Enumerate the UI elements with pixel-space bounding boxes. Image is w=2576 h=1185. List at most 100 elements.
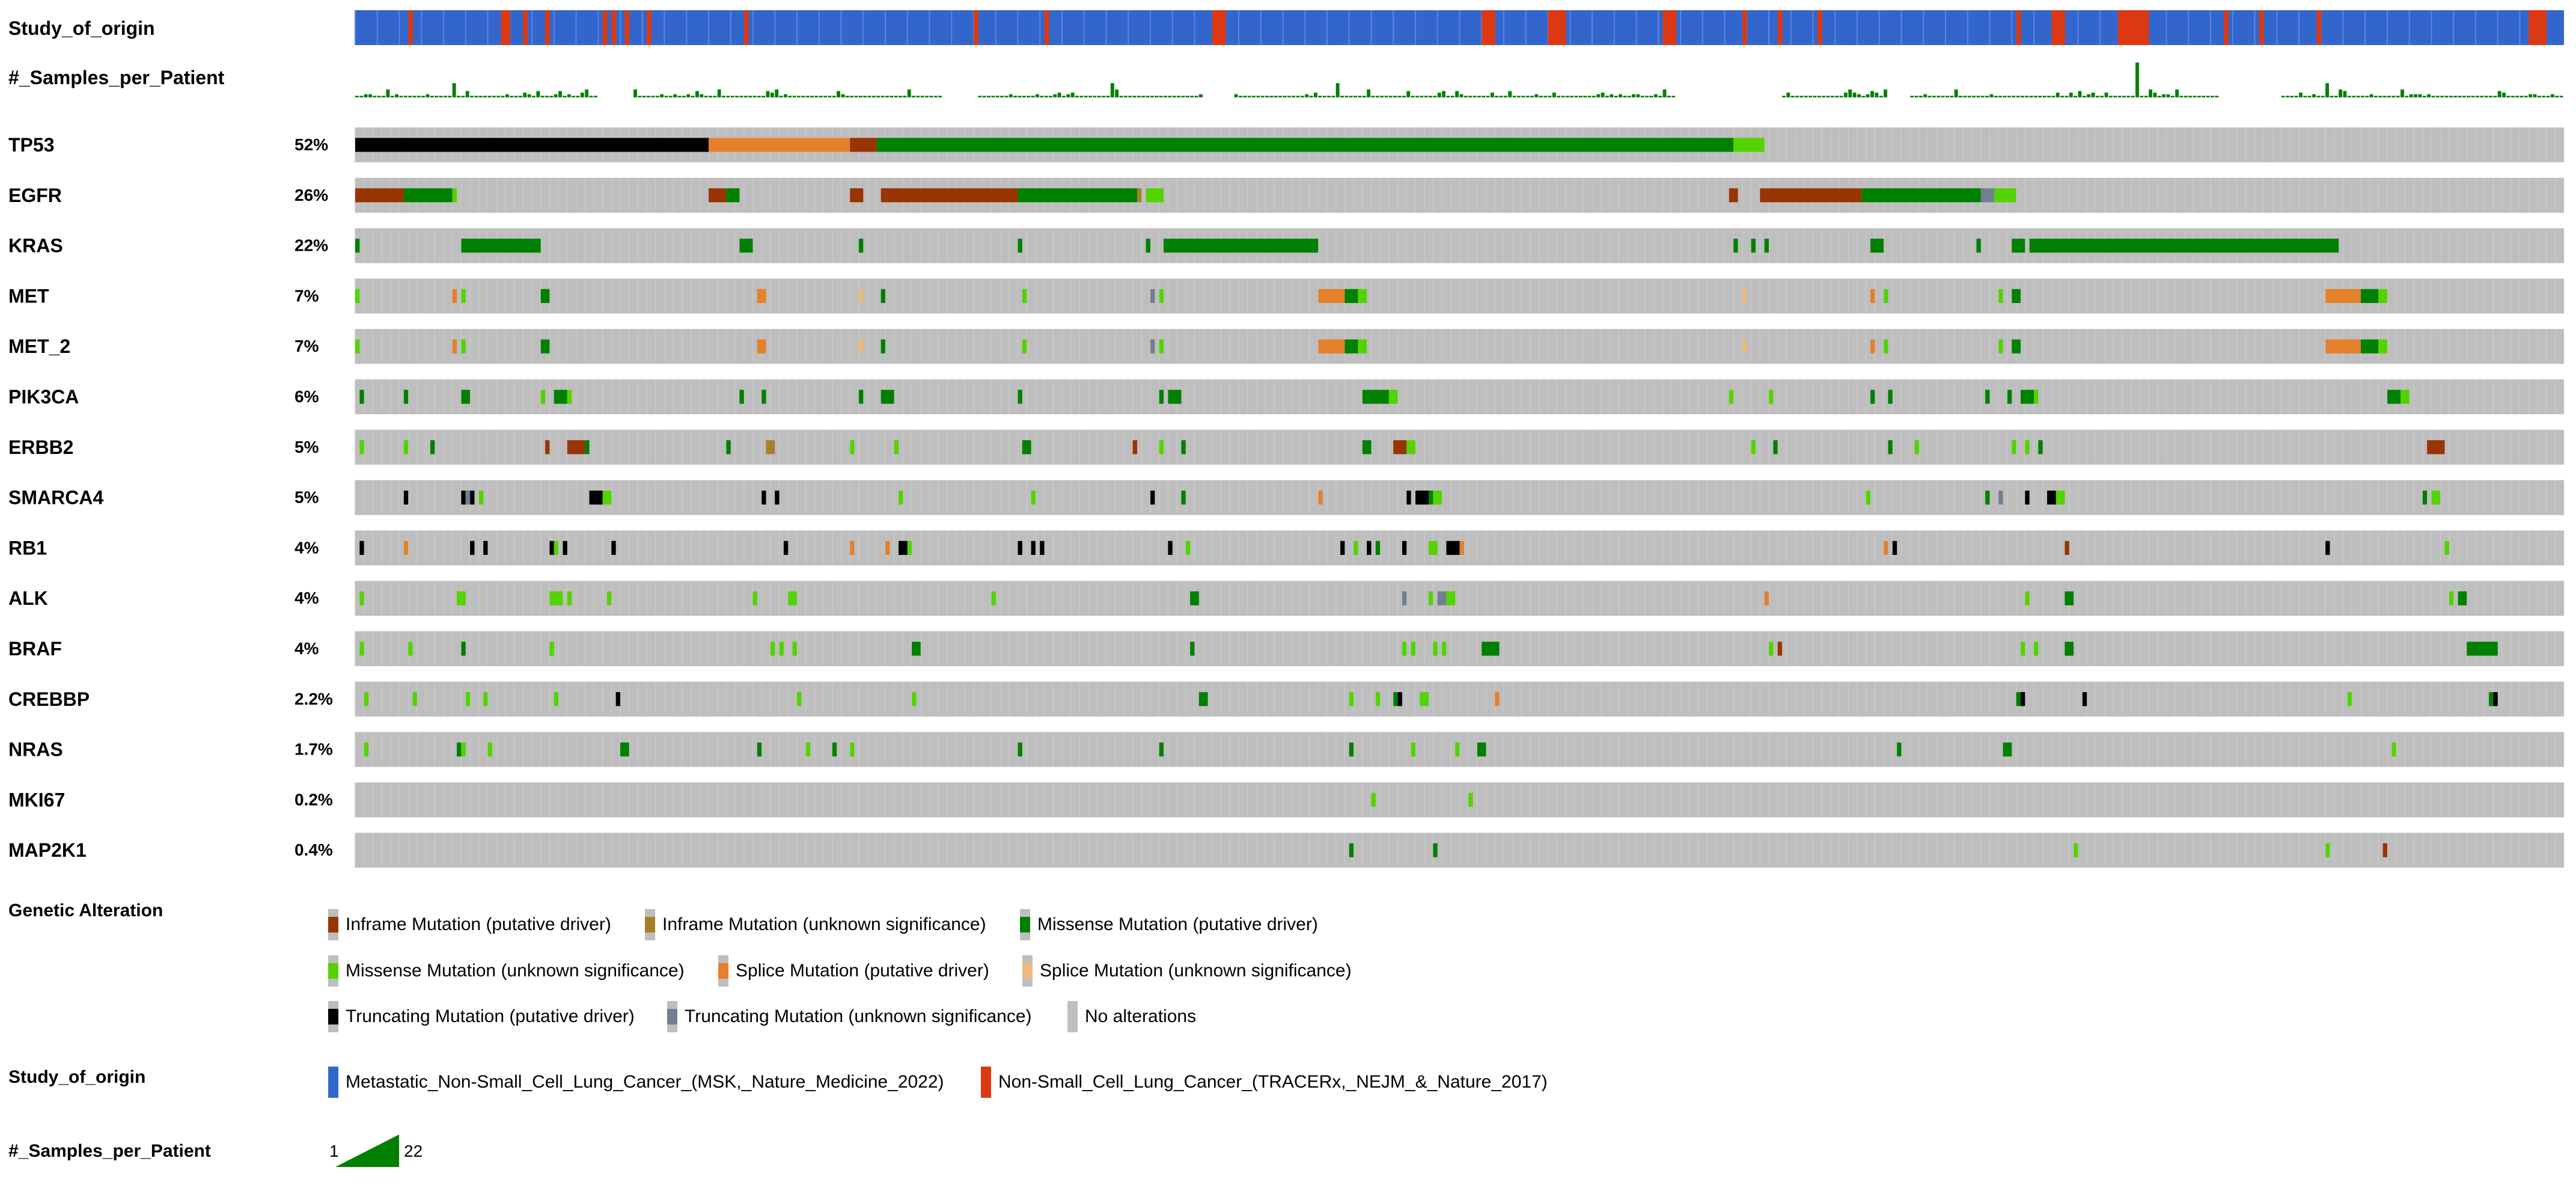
mutation-cell-missense-vus [2034, 641, 2039, 656]
gene-percent-crebbp: 2.2% [295, 690, 333, 708]
mutation-cell-missense-driver [2467, 641, 2498, 656]
samples-bar [1132, 96, 1137, 97]
samples-bar [1835, 96, 1839, 97]
samples-bar [704, 96, 708, 97]
samples-bar [2405, 96, 2409, 97]
samples-bar [2179, 96, 2184, 97]
samples-bar [1830, 96, 1834, 97]
samples-bar [876, 96, 881, 97]
mutation-cell-missense-driver [1861, 188, 1981, 203]
mutation-cell-missense-driver [1349, 743, 1354, 757]
samples-bar [1530, 96, 1534, 97]
mutation-cell-missense-driver [1482, 641, 1500, 656]
mutation-cell-missense-driver [2038, 440, 2043, 455]
mutation-cell-missense-vus [1442, 641, 1447, 656]
samples-bar [1035, 94, 1039, 97]
samples-bar [1300, 96, 1304, 97]
samples-bar [2117, 96, 2122, 97]
samples-bar [430, 96, 434, 97]
samples-bar [995, 96, 1000, 97]
samples-bar [1265, 96, 1269, 97]
mutation-cell-missense-vus [1866, 491, 1871, 505]
samples-bar [638, 96, 642, 97]
samples-bar [1340, 96, 1344, 97]
samples-bar [2378, 96, 2382, 97]
samples-bar [2330, 96, 2334, 97]
samples-bar [1521, 96, 1525, 97]
study-cell-tracerx [1212, 10, 1217, 45]
samples-bar [2373, 96, 2378, 97]
mutation-cell-missense-driver [1429, 491, 1433, 505]
mutation-cell-missense-driver [1870, 239, 1884, 253]
gene-label-smarca4: SMARCA4 [8, 487, 103, 509]
samples-bar [647, 96, 650, 97]
samples-bar [757, 96, 761, 97]
study-cell-tracerx [2135, 10, 2140, 45]
samples-bar [1508, 91, 1512, 97]
samples-bar [2215, 96, 2219, 97]
legend-label-truncating-driver: Truncating Mutation (putative driver) [346, 1006, 635, 1026]
samples-bar [373, 96, 377, 97]
mutation-cell-missense-driver [858, 239, 864, 253]
samples-bar [2065, 96, 2069, 97]
samples-bar [1565, 96, 1569, 97]
study-cell-tracerx [743, 10, 749, 45]
samples-bar [828, 96, 832, 97]
mutation-cell-truncating-driver [1150, 491, 1155, 505]
study-cell-tracerx [1671, 10, 1677, 45]
samples-bar [1967, 96, 1971, 97]
samples-bar [2056, 93, 2060, 97]
samples-bar [2471, 96, 2475, 97]
samples-bar [1380, 96, 1384, 97]
mutation-cell-missense-vus [452, 188, 457, 203]
mutation-cell-missense-driver [2016, 692, 2021, 706]
samples-bar [920, 96, 924, 97]
samples-bar [1994, 96, 1998, 97]
samples-bar [1146, 96, 1150, 97]
samples-bar [2303, 96, 2307, 97]
samples-bar [1583, 96, 1587, 97]
mutation-cell-missense-vus [2025, 440, 2030, 455]
mutation-cell-missense-vus [1420, 692, 1429, 706]
mutation-cell-missense-driver [1976, 239, 1981, 253]
samples-bar [673, 94, 677, 97]
mutation-cell-missense-driver [1870, 390, 1875, 404]
mutation-cell-splice-vus [858, 289, 864, 303]
mutation-cell-missense-driver [461, 239, 541, 253]
samples-bar [1574, 96, 1578, 97]
samples-bar [1327, 96, 1331, 97]
samples-bar [695, 91, 699, 97]
legend-label-study-msk: Metastatic_Non-Small_Cell_Lung_Cancer_(M… [346, 1072, 944, 1092]
mutation-cell-missense-vus [359, 591, 364, 605]
study-cell-tracerx [2117, 10, 2123, 45]
mutation-cell-missense-vus [1769, 641, 1774, 656]
samples-bar [899, 96, 902, 97]
samples-bar [580, 93, 584, 97]
mutation-cell-missense-driver [2003, 743, 2012, 757]
samples-bar [1861, 96, 1866, 97]
study-cell-tracerx [1817, 10, 1822, 45]
mutation-cell-truncating-driver [2082, 692, 2087, 706]
mutation-cell-missense-vus [606, 591, 612, 605]
study-cell-tracerx [2529, 10, 2534, 45]
samples-bar [1499, 96, 1503, 97]
mutation-cell-splice-driver [1318, 491, 1323, 505]
mutation-cell-missense-vus [2034, 390, 2039, 404]
mutation-cell-missense-vus [805, 743, 811, 757]
study-cell-tracerx [602, 10, 608, 45]
mutation-cell-inframe-driver [1760, 188, 1862, 203]
mutation-cell-missense-driver [1751, 239, 1756, 253]
samples-bar [1653, 94, 1658, 97]
samples-bar [1190, 96, 1194, 97]
legend-title-genetic-alteration: Genetic Alteration [8, 901, 163, 920]
samples-bar [2431, 96, 2435, 97]
legend-swatch-no-alteration [1067, 1001, 1078, 1032]
samples-bar [987, 96, 990, 97]
mutation-cell-missense-vus [2056, 491, 2065, 505]
study-cell-tracerx [545, 10, 550, 45]
samples-bar [589, 96, 593, 97]
samples-bar [1601, 93, 1605, 97]
samples-bar [448, 96, 452, 97]
samples-bar [1950, 96, 1954, 97]
study-cell-tracerx [1486, 10, 1491, 45]
